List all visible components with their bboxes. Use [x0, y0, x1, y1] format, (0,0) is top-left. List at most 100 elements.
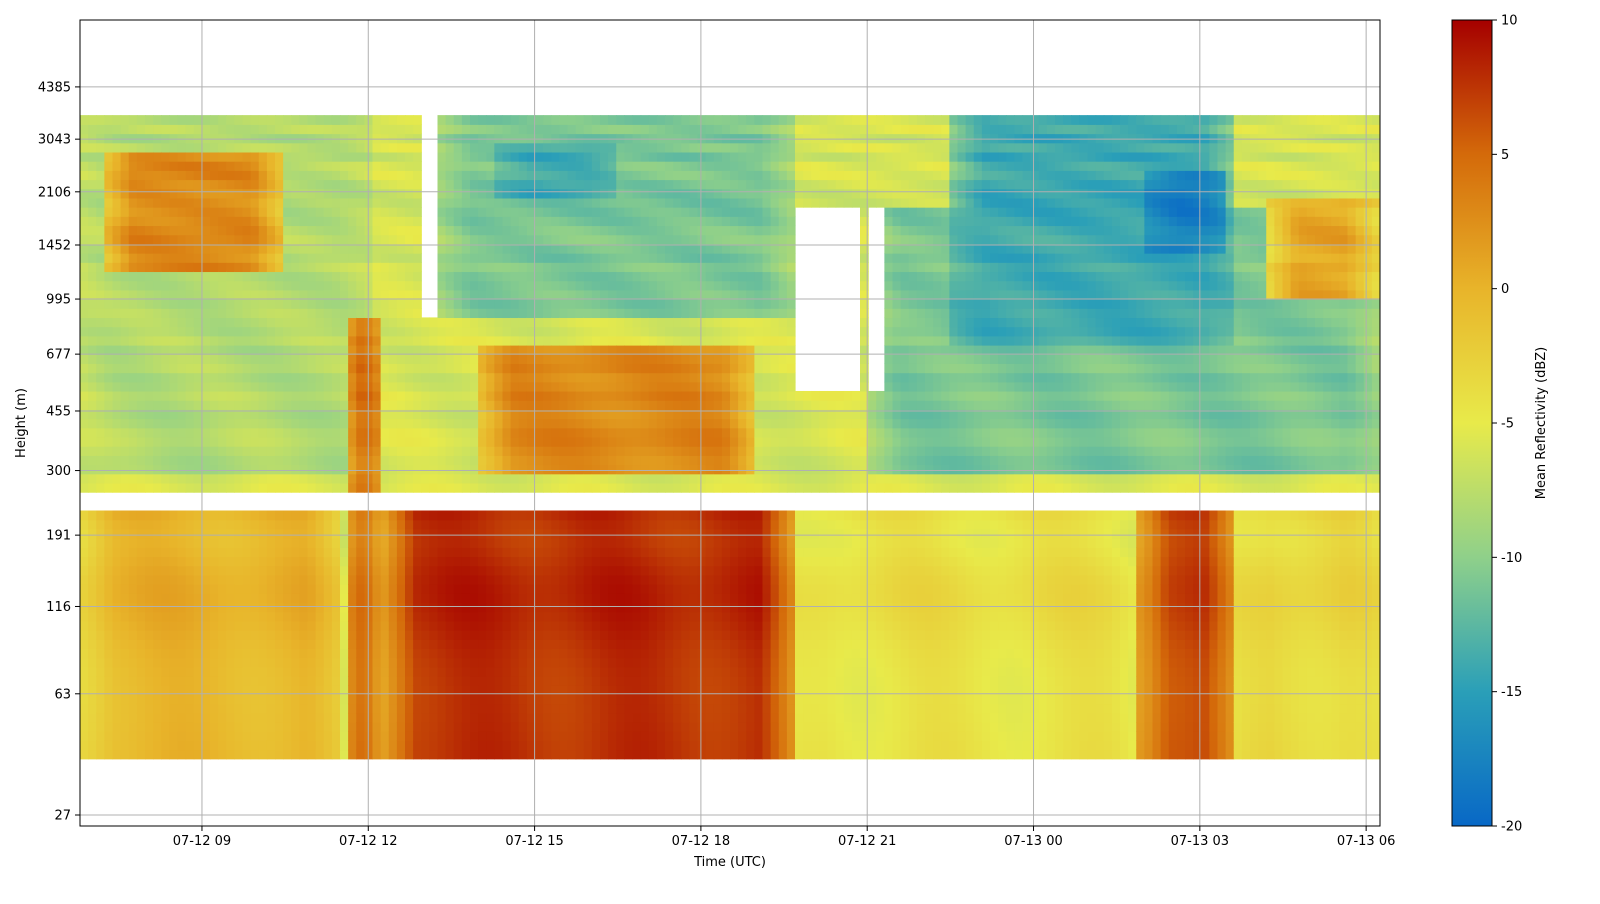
heatmap-cell	[258, 528, 268, 539]
heatmap-cell	[681, 703, 690, 714]
heatmap-cell	[96, 271, 105, 282]
heatmap-cell	[591, 676, 601, 686]
heatmap-cell	[624, 694, 634, 705]
heatmap-cell	[461, 455, 471, 466]
heatmap-cell	[567, 188, 577, 199]
heatmap-cell	[250, 216, 260, 227]
heatmap-cell	[608, 685, 617, 696]
heatmap-cell	[299, 253, 309, 263]
heatmap-cell	[510, 326, 520, 337]
heatmap-cell	[145, 344, 154, 355]
heatmap-cell	[413, 409, 422, 420]
heatmap-cell	[112, 731, 122, 741]
heatmap-cell	[518, 427, 528, 438]
heatmap-cell	[185, 161, 195, 171]
heatmap-cell	[494, 584, 504, 594]
heatmap-cell	[307, 731, 317, 741]
heatmap-cell	[453, 225, 463, 236]
heatmap-cell	[453, 418, 463, 429]
heatmap-cell	[673, 409, 682, 420]
heatmap-cell	[591, 464, 601, 475]
heatmap-cell	[388, 446, 398, 456]
heatmap-cell	[210, 510, 219, 521]
heatmap-cell	[177, 354, 187, 364]
heatmap-cell	[112, 630, 122, 640]
heatmap-cell	[96, 124, 105, 135]
heatmap-cell	[673, 565, 682, 576]
heatmap-cell	[331, 749, 341, 760]
heatmap-cell	[96, 648, 105, 659]
heatmap-cell	[632, 436, 642, 447]
heatmap-cell	[136, 207, 146, 217]
heatmap-cell	[299, 418, 309, 429]
heatmap-cell	[161, 354, 170, 364]
heatmap-cell	[673, 151, 682, 162]
heatmap-cell	[591, 234, 601, 245]
heatmap-cell	[388, 335, 398, 346]
heatmap-cell	[681, 694, 690, 705]
heatmap-cell	[559, 418, 569, 429]
heatmap-cell	[218, 721, 227, 732]
heatmap-cell	[518, 565, 528, 576]
heatmap-cell	[656, 271, 666, 282]
heatmap-cell	[315, 740, 325, 751]
heatmap-cell	[218, 243, 227, 254]
heatmap-cell	[193, 556, 203, 567]
heatmap-cell	[104, 749, 114, 760]
heatmap-cell	[275, 574, 284, 585]
heatmap-cell	[145, 721, 154, 732]
heatmap-cell	[437, 639, 447, 650]
heatmap-cell	[429, 731, 439, 741]
heatmap-cell	[624, 639, 634, 650]
heatmap-cell	[486, 712, 495, 723]
heatmap-cell	[437, 694, 447, 705]
heatmap-cell	[591, 418, 601, 429]
heatmap-cell	[266, 436, 276, 447]
heatmap-cell	[112, 620, 122, 631]
heatmap-cell	[624, 593, 634, 604]
heatmap-cell	[551, 142, 560, 153]
heatmap-cell	[551, 299, 560, 309]
heatmap-cell	[396, 685, 406, 696]
heatmap-cell	[145, 354, 154, 364]
heatmap-cell	[145, 455, 154, 466]
heatmap-cell	[315, 170, 325, 181]
heatmap-cell	[275, 234, 284, 245]
heatmap-cell	[128, 354, 138, 364]
heatmap-cell	[193, 685, 203, 696]
heatmap-cell	[218, 390, 227, 401]
heatmap-cell	[656, 611, 666, 622]
heatmap-cell	[128, 372, 138, 383]
heatmap-cell	[648, 648, 658, 659]
heatmap-cell	[591, 151, 601, 162]
heatmap-cell	[104, 676, 114, 686]
heatmap-cell	[120, 528, 130, 539]
heatmap-cell	[502, 446, 512, 456]
heatmap-cell	[340, 666, 349, 677]
heatmap-cell	[380, 446, 390, 456]
heatmap-cell	[193, 308, 203, 319]
heatmap-cell	[250, 685, 260, 696]
heatmap-cell	[323, 234, 333, 245]
heatmap-cell	[478, 317, 487, 328]
heatmap-cell	[388, 344, 398, 355]
heatmap-cell	[535, 473, 544, 484]
heatmap-cell	[193, 363, 203, 374]
heatmap-cell	[210, 676, 219, 686]
heatmap-cell	[445, 574, 455, 585]
heatmap-cell	[299, 372, 309, 383]
heatmap-cell	[640, 115, 650, 125]
heatmap-cell	[388, 703, 398, 714]
heatmap-cell	[372, 574, 382, 585]
heatmap-cell	[177, 630, 187, 640]
heatmap-cell	[307, 473, 317, 484]
heatmap-cell	[567, 225, 577, 236]
heatmap-cell	[396, 731, 406, 741]
heatmap-cell	[600, 179, 609, 190]
heatmap-cell	[112, 317, 122, 328]
heatmap-cell	[348, 593, 357, 604]
heatmap-cell	[348, 584, 357, 594]
heatmap-cell	[656, 363, 666, 374]
heatmap-cell	[250, 593, 260, 604]
heatmap-cell	[470, 170, 479, 181]
